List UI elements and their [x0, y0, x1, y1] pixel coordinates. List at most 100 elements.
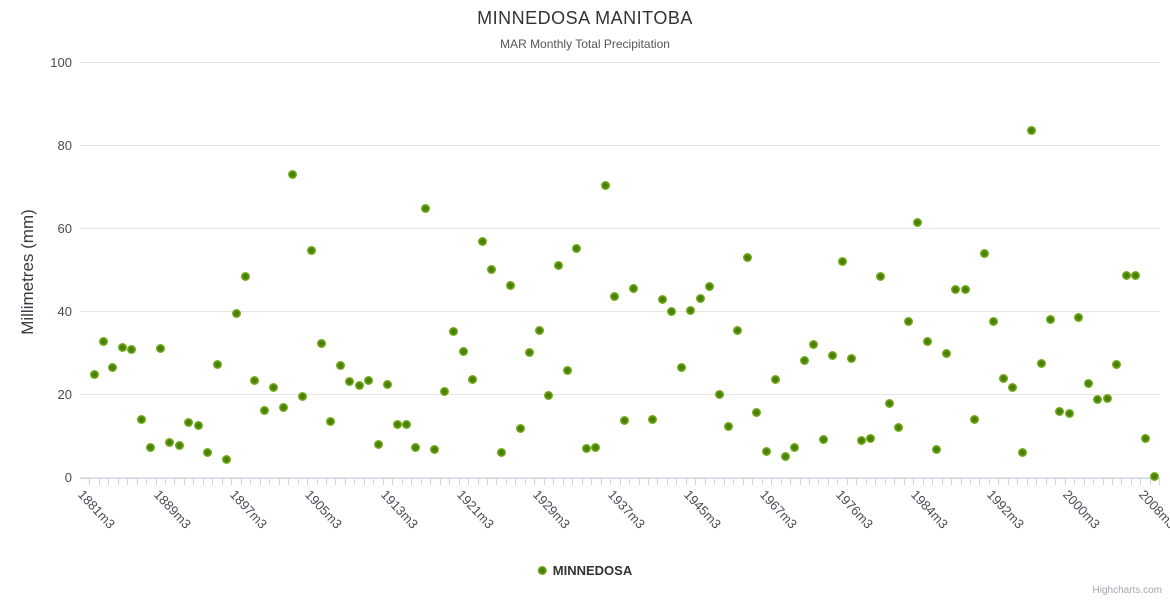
data-point[interactable]: [780, 451, 790, 461]
data-point[interactable]: [761, 446, 771, 456]
data-point[interactable]: [297, 392, 307, 402]
data-point[interactable]: [345, 377, 355, 387]
data-point[interactable]: [790, 443, 800, 453]
data-point[interactable]: [146, 443, 156, 453]
data-point[interactable]: [894, 423, 904, 433]
data-point[interactable]: [733, 326, 743, 336]
data-point[interactable]: [544, 390, 554, 400]
data-point[interactable]: [667, 307, 677, 316]
data-point[interactable]: [1083, 378, 1093, 388]
data-point[interactable]: [383, 380, 393, 390]
data-point[interactable]: [581, 443, 591, 453]
data-point[interactable]: [1102, 394, 1112, 404]
data-point[interactable]: [411, 443, 421, 453]
data-point[interactable]: [695, 294, 705, 304]
data-point[interactable]: [1093, 394, 1103, 404]
data-point[interactable]: [951, 285, 961, 294]
data-point[interactable]: [231, 309, 241, 319]
data-point[interactable]: [1121, 270, 1131, 280]
data-point[interactable]: [837, 257, 847, 267]
data-point[interactable]: [932, 445, 942, 455]
data-point[interactable]: [553, 260, 563, 270]
data-point[interactable]: [866, 433, 876, 443]
data-point[interactable]: [1112, 360, 1122, 370]
data-point[interactable]: [335, 360, 345, 370]
data-point[interactable]: [648, 414, 658, 424]
data-point[interactable]: [1140, 433, 1150, 443]
data-point[interactable]: [714, 390, 724, 399]
data-point[interactable]: [979, 248, 989, 258]
data-point[interactable]: [354, 380, 364, 390]
data-point[interactable]: [913, 218, 923, 228]
data-point[interactable]: [970, 414, 980, 424]
data-point[interactable]: [1036, 358, 1046, 368]
data-point[interactable]: [1008, 382, 1018, 392]
data-point[interactable]: [1017, 448, 1027, 458]
data-point[interactable]: [998, 373, 1008, 383]
legend-item-minnedosa[interactable]: MINNEDOSA: [537, 563, 632, 578]
data-point[interactable]: [477, 236, 487, 246]
data-point[interactable]: [1055, 407, 1065, 416]
data-point[interactable]: [487, 265, 497, 275]
data-point[interactable]: [98, 336, 108, 346]
data-point[interactable]: [922, 336, 932, 346]
data-point[interactable]: [515, 424, 525, 434]
data-point[interactable]: [1064, 409, 1074, 419]
data-point[interactable]: [155, 343, 165, 353]
data-point[interactable]: [241, 272, 251, 282]
data-point[interactable]: [108, 363, 118, 373]
data-point[interactable]: [534, 326, 544, 336]
data-point[interactable]: [629, 284, 639, 294]
data-point[interactable]: [856, 436, 866, 446]
data-point[interactable]: [165, 438, 175, 448]
data-point[interactable]: [686, 306, 696, 316]
data-point[interactable]: [525, 348, 535, 358]
data-point[interactable]: [250, 375, 260, 385]
data-point[interactable]: [136, 414, 146, 424]
data-point[interactable]: [1150, 471, 1160, 481]
data-point[interactable]: [563, 365, 572, 375]
data-point[interactable]: [619, 416, 629, 426]
data-point[interactable]: [364, 375, 374, 385]
data-point[interactable]: [288, 170, 298, 180]
data-point[interactable]: [127, 345, 137, 355]
data-point[interactable]: [657, 294, 667, 304]
data-point[interactable]: [420, 204, 430, 214]
data-point[interactable]: [449, 326, 459, 336]
data-point[interactable]: [742, 253, 752, 263]
data-point[interactable]: [496, 448, 506, 458]
data-point[interactable]: [278, 402, 288, 412]
data-point[interactable]: [89, 370, 99, 380]
data-point[interactable]: [326, 416, 336, 426]
data-point[interactable]: [1131, 270, 1141, 280]
data-point[interactable]: [506, 281, 516, 291]
data-point[interactable]: [847, 353, 857, 363]
data-point[interactable]: [752, 407, 762, 417]
data-point[interactable]: [402, 419, 411, 429]
data-point[interactable]: [610, 292, 620, 302]
data-point[interactable]: [392, 419, 402, 429]
data-point[interactable]: [884, 399, 894, 409]
data-point[interactable]: [771, 375, 781, 385]
data-point[interactable]: [468, 375, 478, 385]
data-point[interactable]: [458, 346, 468, 356]
data-point[interactable]: [174, 441, 184, 451]
highcharts-credit-link[interactable]: Highcharts.com: [1092, 585, 1162, 596]
data-point[interactable]: [222, 455, 232, 465]
data-point[interactable]: [430, 445, 440, 455]
data-point[interactable]: [828, 350, 838, 360]
data-point[interactable]: [307, 245, 317, 255]
data-point[interactable]: [117, 343, 127, 353]
data-point[interactable]: [941, 348, 951, 358]
data-point[interactable]: [373, 439, 383, 449]
data-point[interactable]: [875, 272, 885, 282]
data-point[interactable]: [600, 180, 610, 190]
data-point[interactable]: [818, 434, 828, 444]
data-point[interactable]: [212, 360, 222, 370]
data-point[interactable]: [184, 417, 194, 427]
data-point[interactable]: [193, 421, 203, 431]
data-point[interactable]: [203, 448, 213, 458]
data-point[interactable]: [799, 355, 809, 365]
data-point[interactable]: [439, 387, 449, 397]
data-point[interactable]: [960, 285, 970, 294]
